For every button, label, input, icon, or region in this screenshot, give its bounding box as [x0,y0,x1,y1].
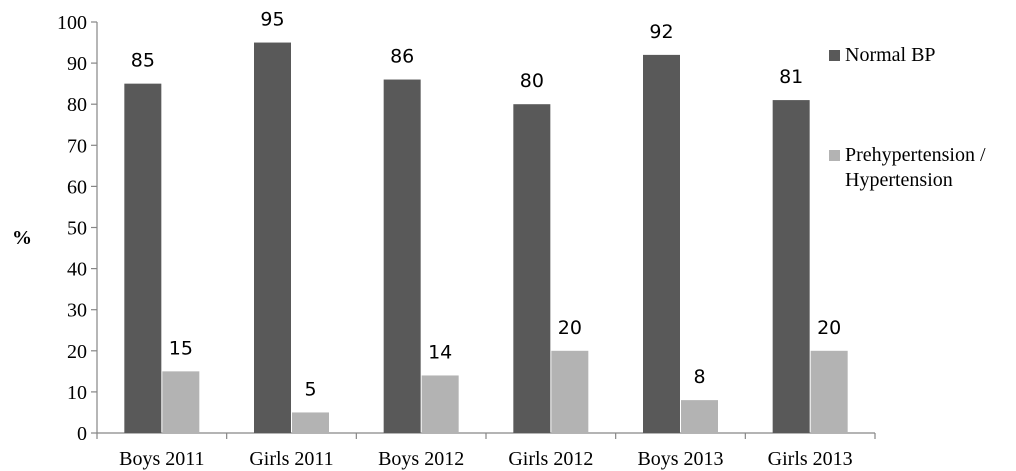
data-label: 81 [779,66,803,88]
x-category-label: Girls 2012 [508,448,593,470]
data-label: 20 [558,317,582,339]
y-tick-label: 60 [67,176,87,198]
x-category-label: Boys 2013 [637,448,723,470]
legend-label: Prehypertension / Hypertension [845,144,986,191]
y-tick-label: 20 [67,341,87,363]
legend: Normal BP Prehypertension / Hypertension [829,44,986,191]
legend-label: Normal BP [845,44,936,66]
data-labels: 85 15 95 5 86 14 80 20 92 8 81 20 [131,9,842,401]
y-tick-label: 40 [67,259,87,281]
y-tick-label: 70 [67,135,87,157]
data-label: 15 [169,337,193,359]
y-axis-ticks: 0 10 20 30 40 50 60 70 80 90 100 [57,12,97,445]
y-tick-label: 50 [67,218,87,240]
bar [643,54,680,433]
data-label: 8 [693,366,705,388]
y-tick-label: 80 [67,94,87,116]
bar [124,83,162,434]
data-label: 5 [304,378,316,400]
x-axis-ticks: Boys 2011 Girls 2011 Boys 2012 Girls 2012 Bo… [96,433,876,470]
data-label: 85 [131,50,155,72]
bar [810,350,848,433]
bar [162,371,200,433]
data-label: 80 [520,70,544,92]
y-tick-label: 100 [57,12,87,34]
legend-swatch [829,150,840,161]
x-category-label: Boys 2011 [119,448,204,470]
x-category-label: Boys 2012 [378,448,464,470]
data-label: 95 [260,9,284,31]
x-category-label: Girls 2013 [768,448,853,470]
bar [254,42,291,434]
x-category-label: Girls 2011 [249,448,333,470]
bar [513,104,551,433]
data-label: 20 [817,317,841,339]
y-tick-label: 90 [67,53,87,75]
y-tick-label: 10 [67,382,87,404]
data-label: 92 [649,21,673,43]
legend-swatch [829,50,840,61]
y-tick-label: 0 [77,423,87,445]
bar [681,400,718,433]
bar [292,412,329,433]
data-label: 14 [428,341,452,363]
plot-area: 0 10 20 30 40 50 60 70 80 90 100 Boys 2011 Girls 20… [57,9,876,470]
bar [772,100,810,433]
bar [421,375,459,433]
bars [124,42,848,434]
y-axis-label: % [12,227,32,249]
bar [551,350,589,433]
y-tick-label: 30 [67,300,87,322]
data-label: 86 [390,46,414,68]
bar [383,79,421,433]
